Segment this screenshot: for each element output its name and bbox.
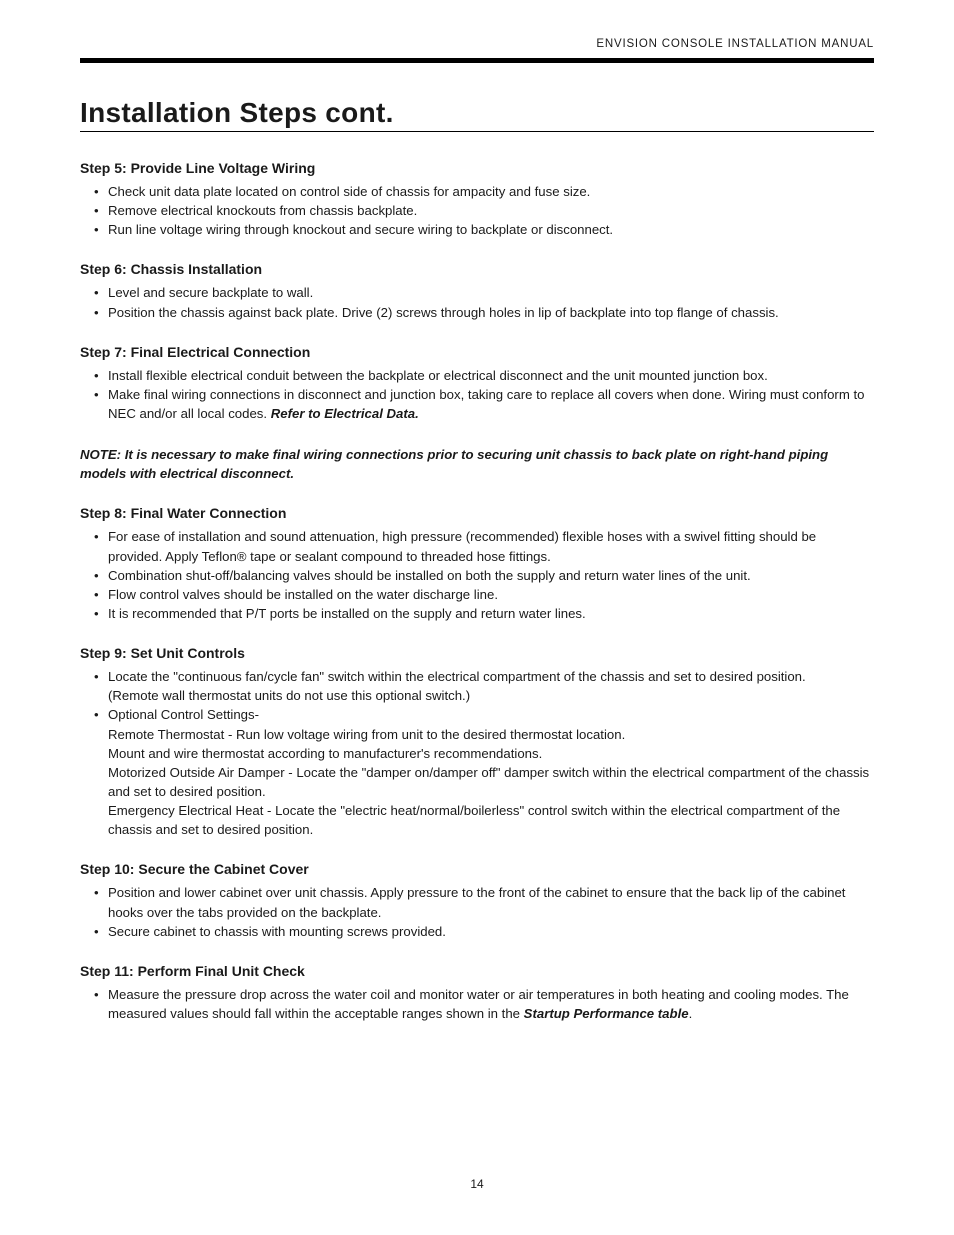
step-heading: Step 11: Perform Final Unit Check bbox=[80, 963, 874, 979]
header-rule bbox=[80, 58, 874, 63]
bullet-text: Locate the "continuous fan/cycle fan" sw… bbox=[108, 669, 806, 684]
step-bullets: Position and lower cabinet over unit cha… bbox=[80, 883, 874, 940]
bullet-item: Run line voltage wiring through knockout… bbox=[80, 220, 874, 239]
step-5: Step 5: Provide Line Voltage Wiring Chec… bbox=[80, 160, 874, 239]
step-heading: Step 7: Final Electrical Connection bbox=[80, 344, 874, 360]
bullet-item: Make final wiring connections in disconn… bbox=[80, 385, 874, 423]
step-10: Step 10: Secure the Cabinet Cover Positi… bbox=[80, 861, 874, 940]
bullet-subtext: (Remote wall thermostat units do not use… bbox=[108, 686, 874, 705]
step-6: Step 6: Chassis Installation Level and s… bbox=[80, 261, 874, 321]
step-bullets: Level and secure backplate to wall. Posi… bbox=[80, 283, 874, 321]
bullet-item: It is recommended that P/T ports be inst… bbox=[80, 604, 874, 623]
step-8: Step 8: Final Water Connection For ease … bbox=[80, 505, 874, 623]
step-bullets: Locate the "continuous fan/cycle fan" sw… bbox=[80, 667, 874, 839]
step-heading: Step 5: Provide Line Voltage Wiring bbox=[80, 160, 874, 176]
bullet-item: Position the chassis against back plate.… bbox=[80, 303, 874, 322]
step-heading: Step 10: Secure the Cabinet Cover bbox=[80, 861, 874, 877]
bullet-item: Combination shut-off/balancing valves sh… bbox=[80, 566, 874, 585]
step-heading: Step 9: Set Unit Controls bbox=[80, 645, 874, 661]
page-title: Installation Steps cont. bbox=[80, 97, 874, 132]
step-7: Step 7: Final Electrical Connection Inst… bbox=[80, 344, 874, 423]
document-page: ENVISION CONSOLE INSTALLATION MANUAL Ins… bbox=[0, 0, 954, 1235]
bullet-item: Secure cabinet to chassis with mounting … bbox=[80, 922, 874, 941]
sub-line: Remote Thermostat - Run low voltage wiri… bbox=[108, 725, 874, 744]
step-bullets: Measure the pressure drop across the wat… bbox=[80, 985, 874, 1023]
bullet-item: Remove electrical knockouts from chassis… bbox=[80, 201, 874, 220]
reference-text: Refer to Electrical Data. bbox=[271, 406, 419, 421]
step-bullets: For ease of installation and sound atten… bbox=[80, 527, 874, 623]
step-9: Step 9: Set Unit Controls Locate the "co… bbox=[80, 645, 874, 839]
bullet-item: Measure the pressure drop across the wat… bbox=[80, 985, 874, 1023]
bullet-item: For ease of installation and sound atten… bbox=[80, 527, 874, 565]
note-block: NOTE: It is necessary to make final wiri… bbox=[80, 445, 874, 483]
bullet-item: Install flexible electrical conduit betw… bbox=[80, 366, 874, 385]
bullet-text: Measure the pressure drop across the wat… bbox=[108, 987, 849, 1021]
bullet-end: . bbox=[689, 1006, 693, 1021]
bullet-item: Position and lower cabinet over unit cha… bbox=[80, 883, 874, 921]
bullet-item: Level and secure backplate to wall. bbox=[80, 283, 874, 302]
bullet-text: Optional Control Settings- bbox=[108, 707, 259, 722]
bullet-item: Optional Control Settings- Remote Thermo… bbox=[80, 705, 874, 839]
bullet-item: Flow control valves should be installed … bbox=[80, 585, 874, 604]
sub-line: Mount and wire thermostat according to m… bbox=[108, 744, 874, 763]
sub-line: Motorized Outside Air Damper - Locate th… bbox=[108, 763, 874, 801]
running-header: ENVISION CONSOLE INSTALLATION MANUAL bbox=[80, 38, 874, 50]
step-heading: Step 6: Chassis Installation bbox=[80, 261, 874, 277]
step-11: Step 11: Perform Final Unit Check Measur… bbox=[80, 963, 874, 1023]
step-bullets: Install flexible electrical conduit betw… bbox=[80, 366, 874, 423]
reference-text: Startup Performance table bbox=[524, 1006, 689, 1021]
bullet-text: Make final wiring connections in disconn… bbox=[108, 387, 864, 421]
step-heading: Step 8: Final Water Connection bbox=[80, 505, 874, 521]
bullet-item: Check unit data plate located on control… bbox=[80, 182, 874, 201]
bullet-item: Locate the "continuous fan/cycle fan" sw… bbox=[80, 667, 874, 705]
step-bullets: Check unit data plate located on control… bbox=[80, 182, 874, 239]
sub-line: Emergency Electrical Heat - Locate the "… bbox=[108, 801, 874, 839]
page-number: 14 bbox=[0, 1177, 954, 1191]
